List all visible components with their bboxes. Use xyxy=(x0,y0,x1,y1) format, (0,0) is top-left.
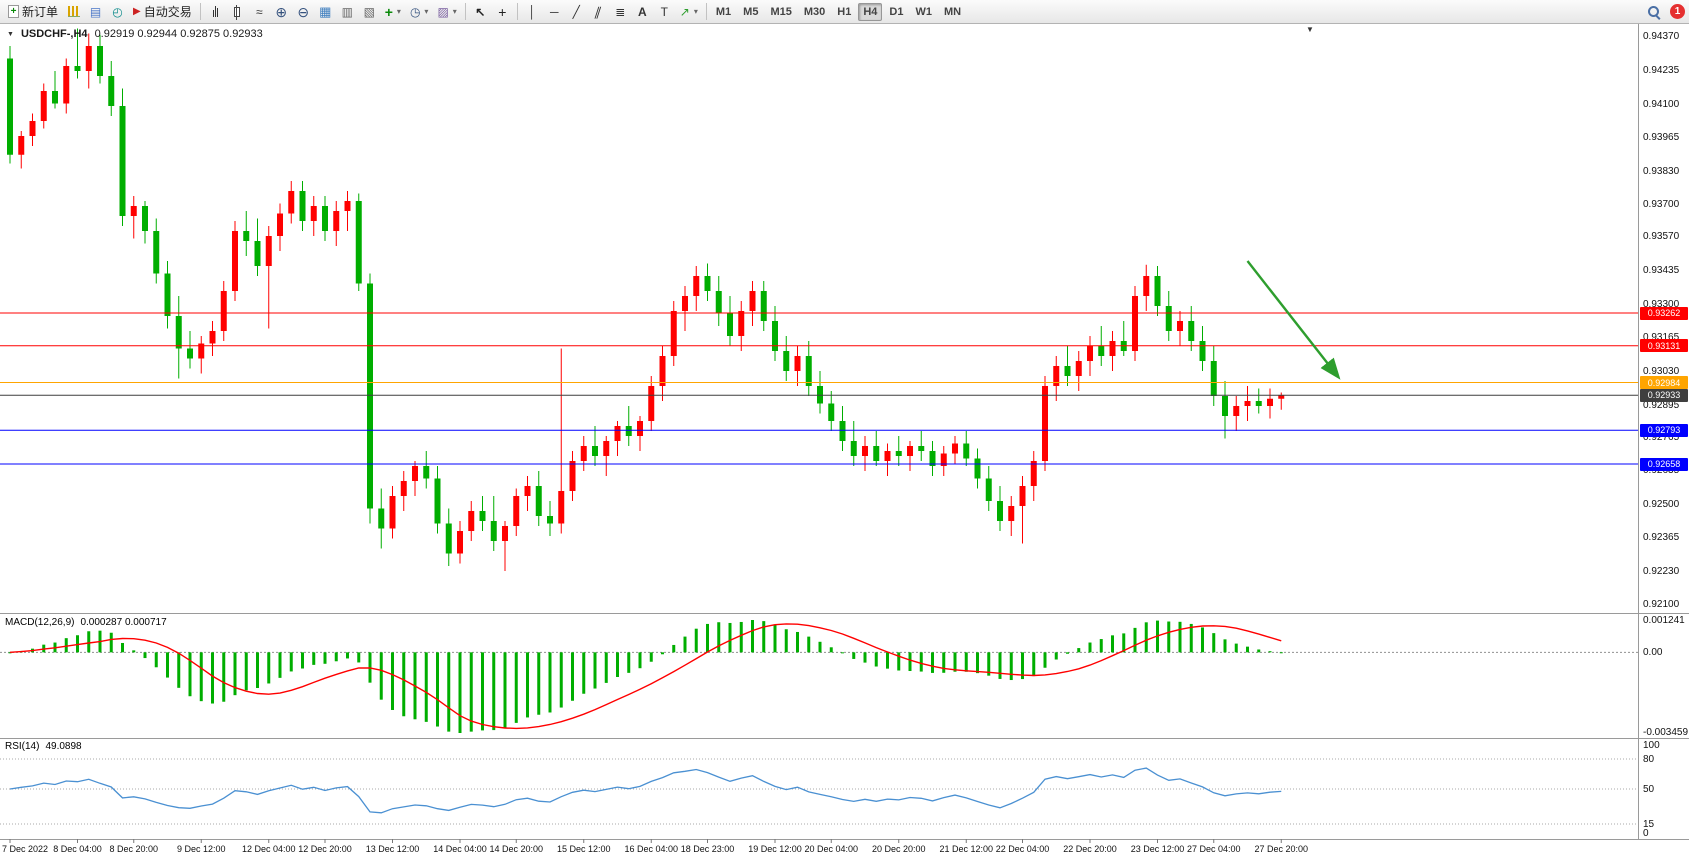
text-icon: A xyxy=(637,4,647,19)
rsi-indicator-label: RSI(14) 49.0898 xyxy=(5,741,82,752)
profiles-icon: ▤ xyxy=(89,4,102,19)
trendline-button[interactable]: ╱ xyxy=(566,2,587,22)
chart-list-arrow-icon: ▼ xyxy=(7,30,14,38)
autotrading-button[interactable]: ▶ 自动交易 xyxy=(129,2,196,22)
line-chart-icon: ≈ xyxy=(255,4,263,19)
templates-button[interactable]: ▨ ▾ xyxy=(433,2,460,22)
channel-icon: ∥ xyxy=(593,4,604,19)
data-window-button[interactable]: ◴ xyxy=(107,2,128,22)
fibonacci-button[interactable]: ≣ xyxy=(610,2,631,22)
rsi-line xyxy=(9,767,1282,814)
cursor-icon: ↖ xyxy=(475,4,486,19)
autotrading-icon: ▶ xyxy=(133,5,141,17)
macd-values: 0.000287 0.000717 xyxy=(80,617,167,628)
toolbar-separator xyxy=(516,3,518,20)
search-button[interactable] xyxy=(1643,2,1665,22)
crosshair-button[interactable]: + xyxy=(492,2,513,22)
text-label-button[interactable]: T xyxy=(654,2,675,22)
zoom-out-button[interactable]: ⊖ xyxy=(293,2,314,22)
timeframe-button-M5[interactable]: M5 xyxy=(743,5,759,18)
new-order-label: 新订单 xyxy=(22,5,59,19)
cascade-windows-button[interactable]: ▧ xyxy=(359,2,380,22)
toolbar: + 新订单 ▤ ◴ ▶ 自动交易 ≈ ⊕ ⊖ ▦ ▥ ▧ + ▾ ◷ ▾ xyxy=(0,0,1689,24)
profiles-button[interactable]: ▤ xyxy=(85,2,106,22)
zoom-in-icon: ⊕ xyxy=(275,3,288,20)
chart-header: ▼ USDCHF-,H4 0.92919 0.92944 0.92875 0.9… xyxy=(7,28,263,40)
text-label-icon: T xyxy=(660,4,668,19)
vertical-line-button[interactable]: │ xyxy=(522,2,543,22)
chevron-down-icon: ▾ xyxy=(396,7,401,16)
candlestick-type-button[interactable] xyxy=(227,2,248,22)
price-axis[interactable] xyxy=(1638,24,1689,839)
indicators-button[interactable]: + ▾ xyxy=(381,2,405,22)
timeframe-group: M1 M5 M15 M30 H1 H4 D1 W1 MN xyxy=(711,2,966,21)
timeframe-button-M1[interactable]: M1 xyxy=(715,5,732,18)
clock-icon: ◷ xyxy=(409,4,421,19)
indicators-plus-icon: + xyxy=(384,3,393,20)
notifications-badge[interactable]: 1 xyxy=(1670,4,1685,19)
arrow-tool-icon: ↗ xyxy=(679,4,690,19)
vertical-line-icon: │ xyxy=(528,4,537,19)
toolbar-separator xyxy=(705,3,707,20)
cascade-windows-icon: ▧ xyxy=(363,4,375,19)
line-chart-type-button[interactable]: ≈ xyxy=(249,2,270,22)
timeframe-button-H4[interactable]: H4 xyxy=(858,2,883,21)
rsi-name: RSI(14) xyxy=(5,741,40,752)
new-chart-button[interactable] xyxy=(63,2,84,22)
horizontal-line-icon: ─ xyxy=(550,4,559,19)
chart-ohlc-values: 0.92919 0.92944 0.92875 0.92933 xyxy=(94,28,263,40)
chevron-down-icon: ▾ xyxy=(424,7,429,16)
search-icon xyxy=(1647,5,1661,19)
template-icon: ▨ xyxy=(437,4,449,19)
autotrading-label: 自动交易 xyxy=(143,5,192,19)
channel-button[interactable]: ∥ xyxy=(588,2,609,22)
ohlc-bars-icon xyxy=(212,6,218,17)
arrows-tool-button[interactable]: ↗ ▾ xyxy=(676,2,702,22)
macd-histogram xyxy=(8,620,1283,733)
chevron-down-icon: ▾ xyxy=(452,7,457,16)
timeframe-button-M30[interactable]: M30 xyxy=(803,5,826,18)
arrange-windows-button[interactable]: ▥ xyxy=(337,2,358,22)
bar-chart-icon xyxy=(67,6,80,17)
tile-windows-icon: ▦ xyxy=(319,4,332,19)
timeframe-button-W1[interactable]: W1 xyxy=(915,5,932,18)
fibonacci-icon: ≣ xyxy=(615,4,626,19)
tile-windows-button[interactable]: ▦ xyxy=(315,2,336,22)
trendline-icon: ╱ xyxy=(572,4,580,19)
timeframe-button-H1[interactable]: H1 xyxy=(837,5,852,18)
macd-indicator-label: MACD(12,26,9) 0.000287 0.000717 xyxy=(5,617,167,628)
chart-symbol-label: USDCHF-,H4 xyxy=(20,28,88,40)
zoom-in-button[interactable]: ⊕ xyxy=(271,2,292,22)
chevron-down-icon: ▾ xyxy=(693,7,698,16)
macd-signal-line xyxy=(9,623,1282,730)
chart-shift-marker-icon[interactable]: ▼ xyxy=(1306,25,1314,34)
zoom-out-icon: ⊖ xyxy=(297,3,310,20)
arrange-windows-icon: ▥ xyxy=(341,4,353,19)
candles-layer xyxy=(7,28,1285,571)
rsi-value: 49.0898 xyxy=(45,741,82,752)
down-arrow-annotation xyxy=(1246,260,1341,380)
bar-chart-type-button[interactable] xyxy=(205,2,226,22)
timeframe-button-D1[interactable]: D1 xyxy=(889,5,904,18)
candlestick-icon xyxy=(234,4,241,20)
data-window-icon: ◴ xyxy=(112,4,123,19)
macd-name: MACD(12,26,9) xyxy=(5,617,75,628)
toolbar-separator xyxy=(199,3,201,20)
timeframe-button-MN[interactable]: MN xyxy=(943,5,962,18)
horizontal-line-button[interactable]: ─ xyxy=(544,2,565,22)
toolbar-separator xyxy=(464,3,466,20)
new-order-button[interactable]: + 新订单 xyxy=(4,2,62,22)
text-button[interactable]: A xyxy=(632,2,653,22)
new-order-icon: + xyxy=(8,5,19,18)
periods-button[interactable]: ◷ ▾ xyxy=(406,2,433,22)
cursor-button[interactable]: ↖ xyxy=(470,2,491,22)
time-axis[interactable] xyxy=(0,840,1638,861)
crosshair-icon: + xyxy=(498,3,507,20)
timeframe-button-M15[interactable]: M15 xyxy=(770,5,792,18)
